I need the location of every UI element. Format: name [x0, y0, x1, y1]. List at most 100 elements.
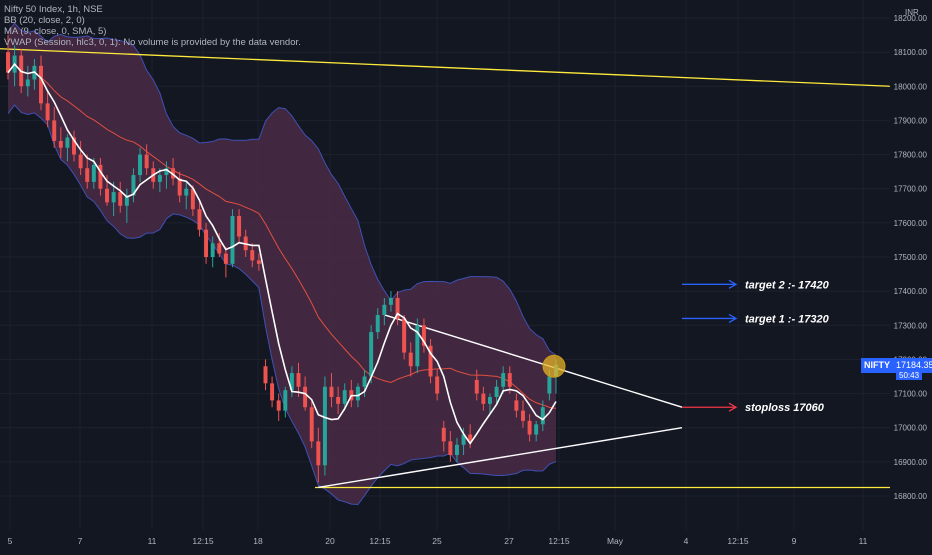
- candle: [263, 359, 268, 391]
- candle: [223, 246, 228, 278]
- triangle-lower-line[interactable]: [317, 427, 683, 489]
- candle-body: [388, 297, 393, 305]
- price-tick-label[interactable]: 17600.00: [894, 219, 928, 228]
- current-symbol: NIFTY: [861, 358, 893, 373]
- candle-body: [474, 379, 479, 394]
- time-tick-label[interactable]: 12:15: [192, 536, 214, 546]
- candle: [144, 144, 149, 176]
- candle-body: [507, 373, 512, 387]
- price-axis[interactable]: 16800.0016900.0017000.0017100.0017200.00…: [890, 0, 932, 550]
- time-tick-label[interactable]: 27: [504, 536, 514, 546]
- price-tick-label[interactable]: 16900.00: [894, 458, 928, 467]
- upper-yellow-trendline[interactable]: [0, 48, 891, 87]
- arrow-head: [728, 279, 738, 289]
- time-tick-label[interactable]: 20: [325, 536, 335, 546]
- candle-body: [501, 373, 506, 387]
- candle: [283, 386, 288, 418]
- candle-body: [105, 188, 110, 203]
- candle-body: [210, 243, 215, 257]
- candle-body: [428, 345, 433, 377]
- candle-body: [369, 332, 374, 377]
- symbol-line[interactable]: Nifty 50 Index, 1h, NSE: [4, 4, 103, 15]
- price-tick-label[interactable]: 18100.00: [894, 48, 928, 57]
- candle-body: [204, 229, 209, 257]
- annotations[interactable]: target 2 :- 17420 target 1 :- 17320 stoplo…: [542, 279, 830, 414]
- candle: [421, 318, 426, 353]
- time-tick-label[interactable]: 12:15: [548, 536, 570, 546]
- time-tick-label[interactable]: 7: [78, 536, 83, 546]
- price-tick-label[interactable]: 17300.00: [894, 321, 928, 330]
- price-tick-label[interactable]: 18000.00: [894, 82, 928, 91]
- annotation-arrow[interactable]: stoploss 17060: [682, 402, 825, 414]
- time-tick-label[interactable]: May: [607, 536, 624, 546]
- candle: [270, 376, 275, 408]
- candle-body: [289, 373, 294, 391]
- candle-body: [52, 120, 57, 141]
- candle-body: [395, 297, 400, 319]
- annotation-arrow[interactable]: target 1 :- 17320: [682, 313, 830, 325]
- time-tick-label[interactable]: 4: [684, 536, 689, 546]
- candle-body: [98, 164, 103, 189]
- annotation-arrow[interactable]: target 2 :- 17420: [682, 279, 830, 291]
- breakout-marker[interactable]: [542, 354, 566, 378]
- candle: [521, 400, 525, 428]
- candle-body: [276, 400, 281, 411]
- triangle-upper-line[interactable]: [384, 314, 683, 408]
- time-tick-label[interactable]: 12:15: [369, 536, 391, 546]
- price-tick-label[interactable]: 17400.00: [894, 287, 928, 296]
- price-tick-label[interactable]: 17100.00: [894, 390, 928, 399]
- candle-body: [263, 366, 268, 384]
- candle-body: [85, 168, 90, 182]
- price-tick-label[interactable]: 17500.00: [894, 253, 928, 262]
- time-axis-bg: [0, 532, 932, 550]
- candle: [382, 297, 387, 326]
- candle: [52, 106, 57, 148]
- ma-indicator[interactable]: MA (9, close, 0, SMA, 5): [4, 26, 107, 37]
- time-tick-label[interactable]: 18: [253, 536, 263, 546]
- price-tick-label[interactable]: 18200.00: [894, 14, 928, 23]
- price-tick-label[interactable]: 17800.00: [894, 151, 928, 160]
- trend-lines[interactable]: [0, 48, 891, 489]
- candle-body: [329, 386, 334, 397]
- candle: [177, 171, 182, 203]
- vwap-indicator[interactable]: VWAP (Session, hlc3, 0, 1): No volume is…: [4, 37, 301, 48]
- time-tick-label[interactable]: 25: [432, 536, 442, 546]
- time-axis[interactable]: 5 7 11 12:15 18 20 12:15 25 27 12:15 May 4 12:15 9 11: [0, 532, 932, 550]
- candle: [138, 147, 143, 182]
- time-tick-label[interactable]: 12:15: [727, 536, 749, 546]
- candle: [415, 318, 420, 374]
- time-tick-label[interactable]: 11: [859, 536, 868, 546]
- candle: [540, 400, 545, 432]
- candle-body: [514, 400, 519, 411]
- candle-body: [435, 376, 440, 394]
- time-tick-label[interactable]: 5: [8, 536, 13, 546]
- candle-body: [270, 383, 275, 401]
- candle: [527, 414, 532, 442]
- candle-body: [111, 192, 116, 203]
- time-tick-label[interactable]: 9: [792, 536, 797, 546]
- annotation-label: target 2 :- 17420: [745, 279, 830, 291]
- price-tick-label[interactable]: 17900.00: [894, 116, 928, 125]
- arrow-head: [728, 402, 738, 412]
- candle: [296, 362, 301, 397]
- price-tick-label[interactable]: 16800.00: [894, 492, 928, 501]
- candle-body: [521, 410, 525, 421]
- candle: [481, 386, 486, 411]
- time-tick-label[interactable]: 11: [148, 536, 157, 546]
- candle-body: [375, 315, 380, 333]
- bb-fill: [8, 23, 556, 505]
- candle-body: [138, 154, 143, 176]
- candle-body: [421, 325, 426, 346]
- candle: [494, 379, 499, 404]
- bb-basis-line: [7, 63, 557, 409]
- price-tick-label[interactable]: 17700.00: [894, 185, 928, 194]
- candle-body: [131, 175, 136, 196]
- candle-body: [362, 376, 367, 387]
- price-tick-label[interactable]: 17000.00: [894, 424, 928, 433]
- candle: [454, 437, 459, 462]
- candle: [210, 236, 215, 268]
- bb-indicator[interactable]: BB (20, close, 2, 0): [4, 15, 85, 26]
- candle-body: [118, 192, 123, 206]
